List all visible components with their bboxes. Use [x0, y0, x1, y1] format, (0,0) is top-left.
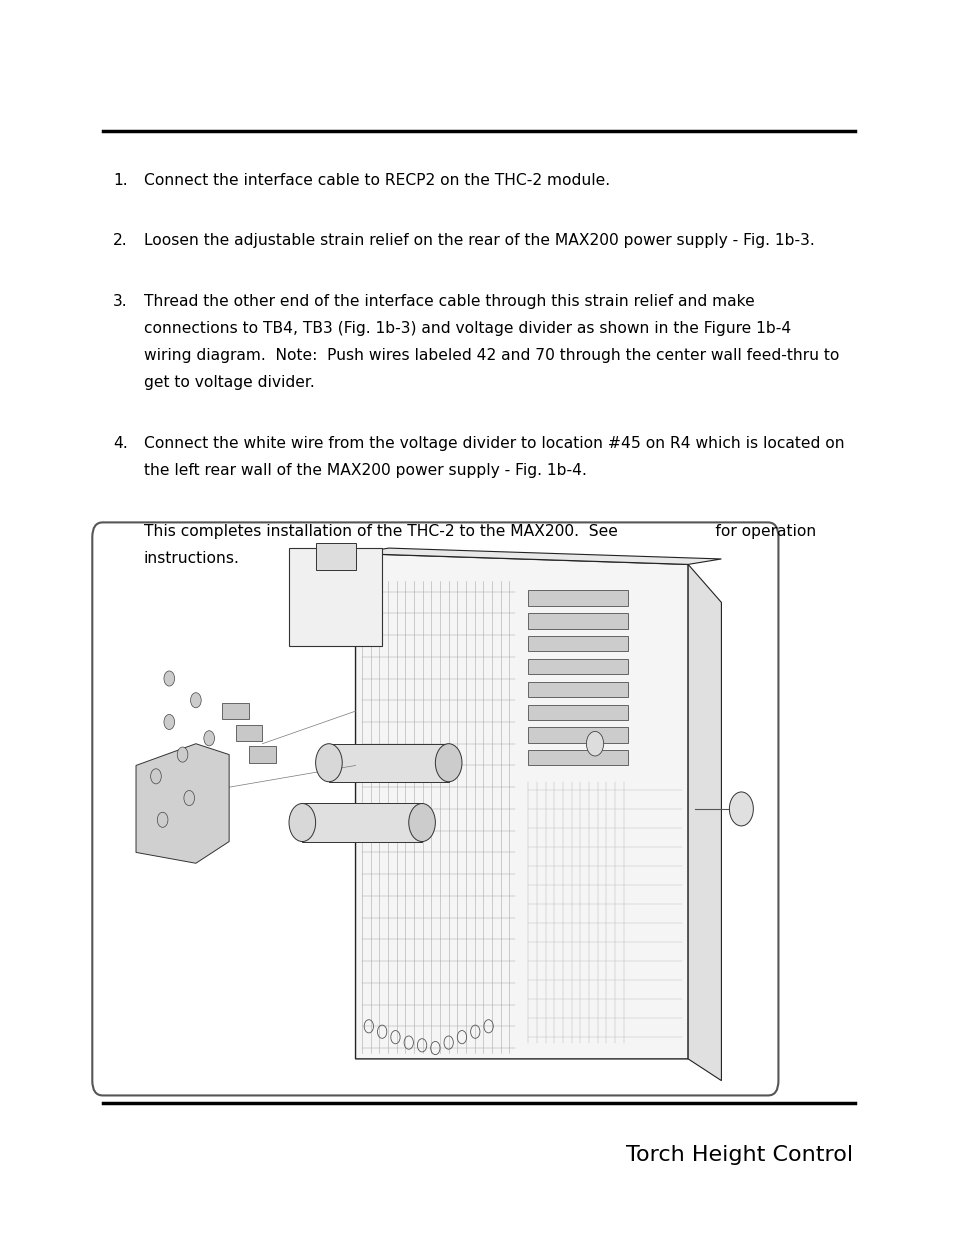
Bar	[528, 682, 628, 697]
Circle shape	[164, 671, 174, 687]
Ellipse shape	[289, 804, 315, 841]
Text: instructions.: instructions.	[144, 551, 239, 566]
Bar	[528, 590, 628, 605]
Circle shape	[191, 693, 201, 708]
Text: Connect the white wire from the voltage divider to location #45 on R4 which is l: Connect the white wire from the voltage …	[144, 436, 843, 451]
Text: wiring diagram.  Note:  Push wires labeled 42 and 70 through the center wall fee: wiring diagram. Note: Push wires labeled…	[144, 348, 839, 363]
Circle shape	[177, 747, 188, 762]
Text: connections to TB4, TB3 (Fig. 1b-3) and voltage divider as shown in the Figure 1: connections to TB4, TB3 (Fig. 1b-3) and …	[144, 321, 790, 336]
Ellipse shape	[315, 743, 342, 782]
Polygon shape	[329, 743, 448, 782]
Circle shape	[184, 790, 194, 805]
Bar	[222, 703, 249, 719]
Text: 1.: 1.	[113, 173, 128, 188]
Bar	[528, 705, 628, 720]
Text: Torch Height Control: Torch Height Control	[625, 1145, 852, 1165]
Polygon shape	[355, 553, 687, 1058]
Bar	[235, 725, 262, 741]
Circle shape	[204, 731, 214, 746]
Text: get to voltage divider.: get to voltage divider.	[144, 375, 314, 390]
Bar	[528, 750, 628, 766]
Text: 2.: 2.	[113, 233, 128, 248]
Text: the left rear wall of the MAX200 power supply - Fig. 1b-4.: the left rear wall of the MAX200 power s…	[144, 463, 586, 478]
Bar	[528, 727, 628, 742]
Text: 4.: 4.	[113, 436, 128, 451]
Polygon shape	[355, 548, 720, 564]
Circle shape	[164, 714, 174, 730]
Polygon shape	[136, 743, 229, 863]
Bar	[528, 636, 628, 651]
Text: This completes installation of the THC-2 to the MAX200.  See                    : This completes installation of the THC-2…	[144, 524, 815, 538]
Polygon shape	[302, 804, 421, 841]
Circle shape	[586, 731, 603, 756]
Ellipse shape	[435, 743, 461, 782]
Ellipse shape	[408, 804, 435, 841]
FancyBboxPatch shape	[92, 522, 778, 1095]
Text: Loosen the adjustable strain relief on the rear of the MAX200 power supply - Fig: Loosen the adjustable strain relief on t…	[144, 233, 814, 248]
Bar	[528, 659, 628, 674]
Polygon shape	[315, 542, 355, 569]
Circle shape	[157, 813, 168, 827]
Circle shape	[729, 792, 753, 826]
Polygon shape	[687, 564, 720, 1081]
Text: Connect the interface cable to RECP2 on the THC-2 module.: Connect the interface cable to RECP2 on …	[144, 173, 609, 188]
Circle shape	[151, 768, 161, 784]
Polygon shape	[289, 548, 382, 646]
Bar	[249, 746, 275, 763]
Text: 3.: 3.	[113, 294, 128, 309]
Bar	[528, 614, 628, 629]
Text: Thread the other end of the interface cable through this strain relief and make: Thread the other end of the interface ca…	[144, 294, 754, 309]
